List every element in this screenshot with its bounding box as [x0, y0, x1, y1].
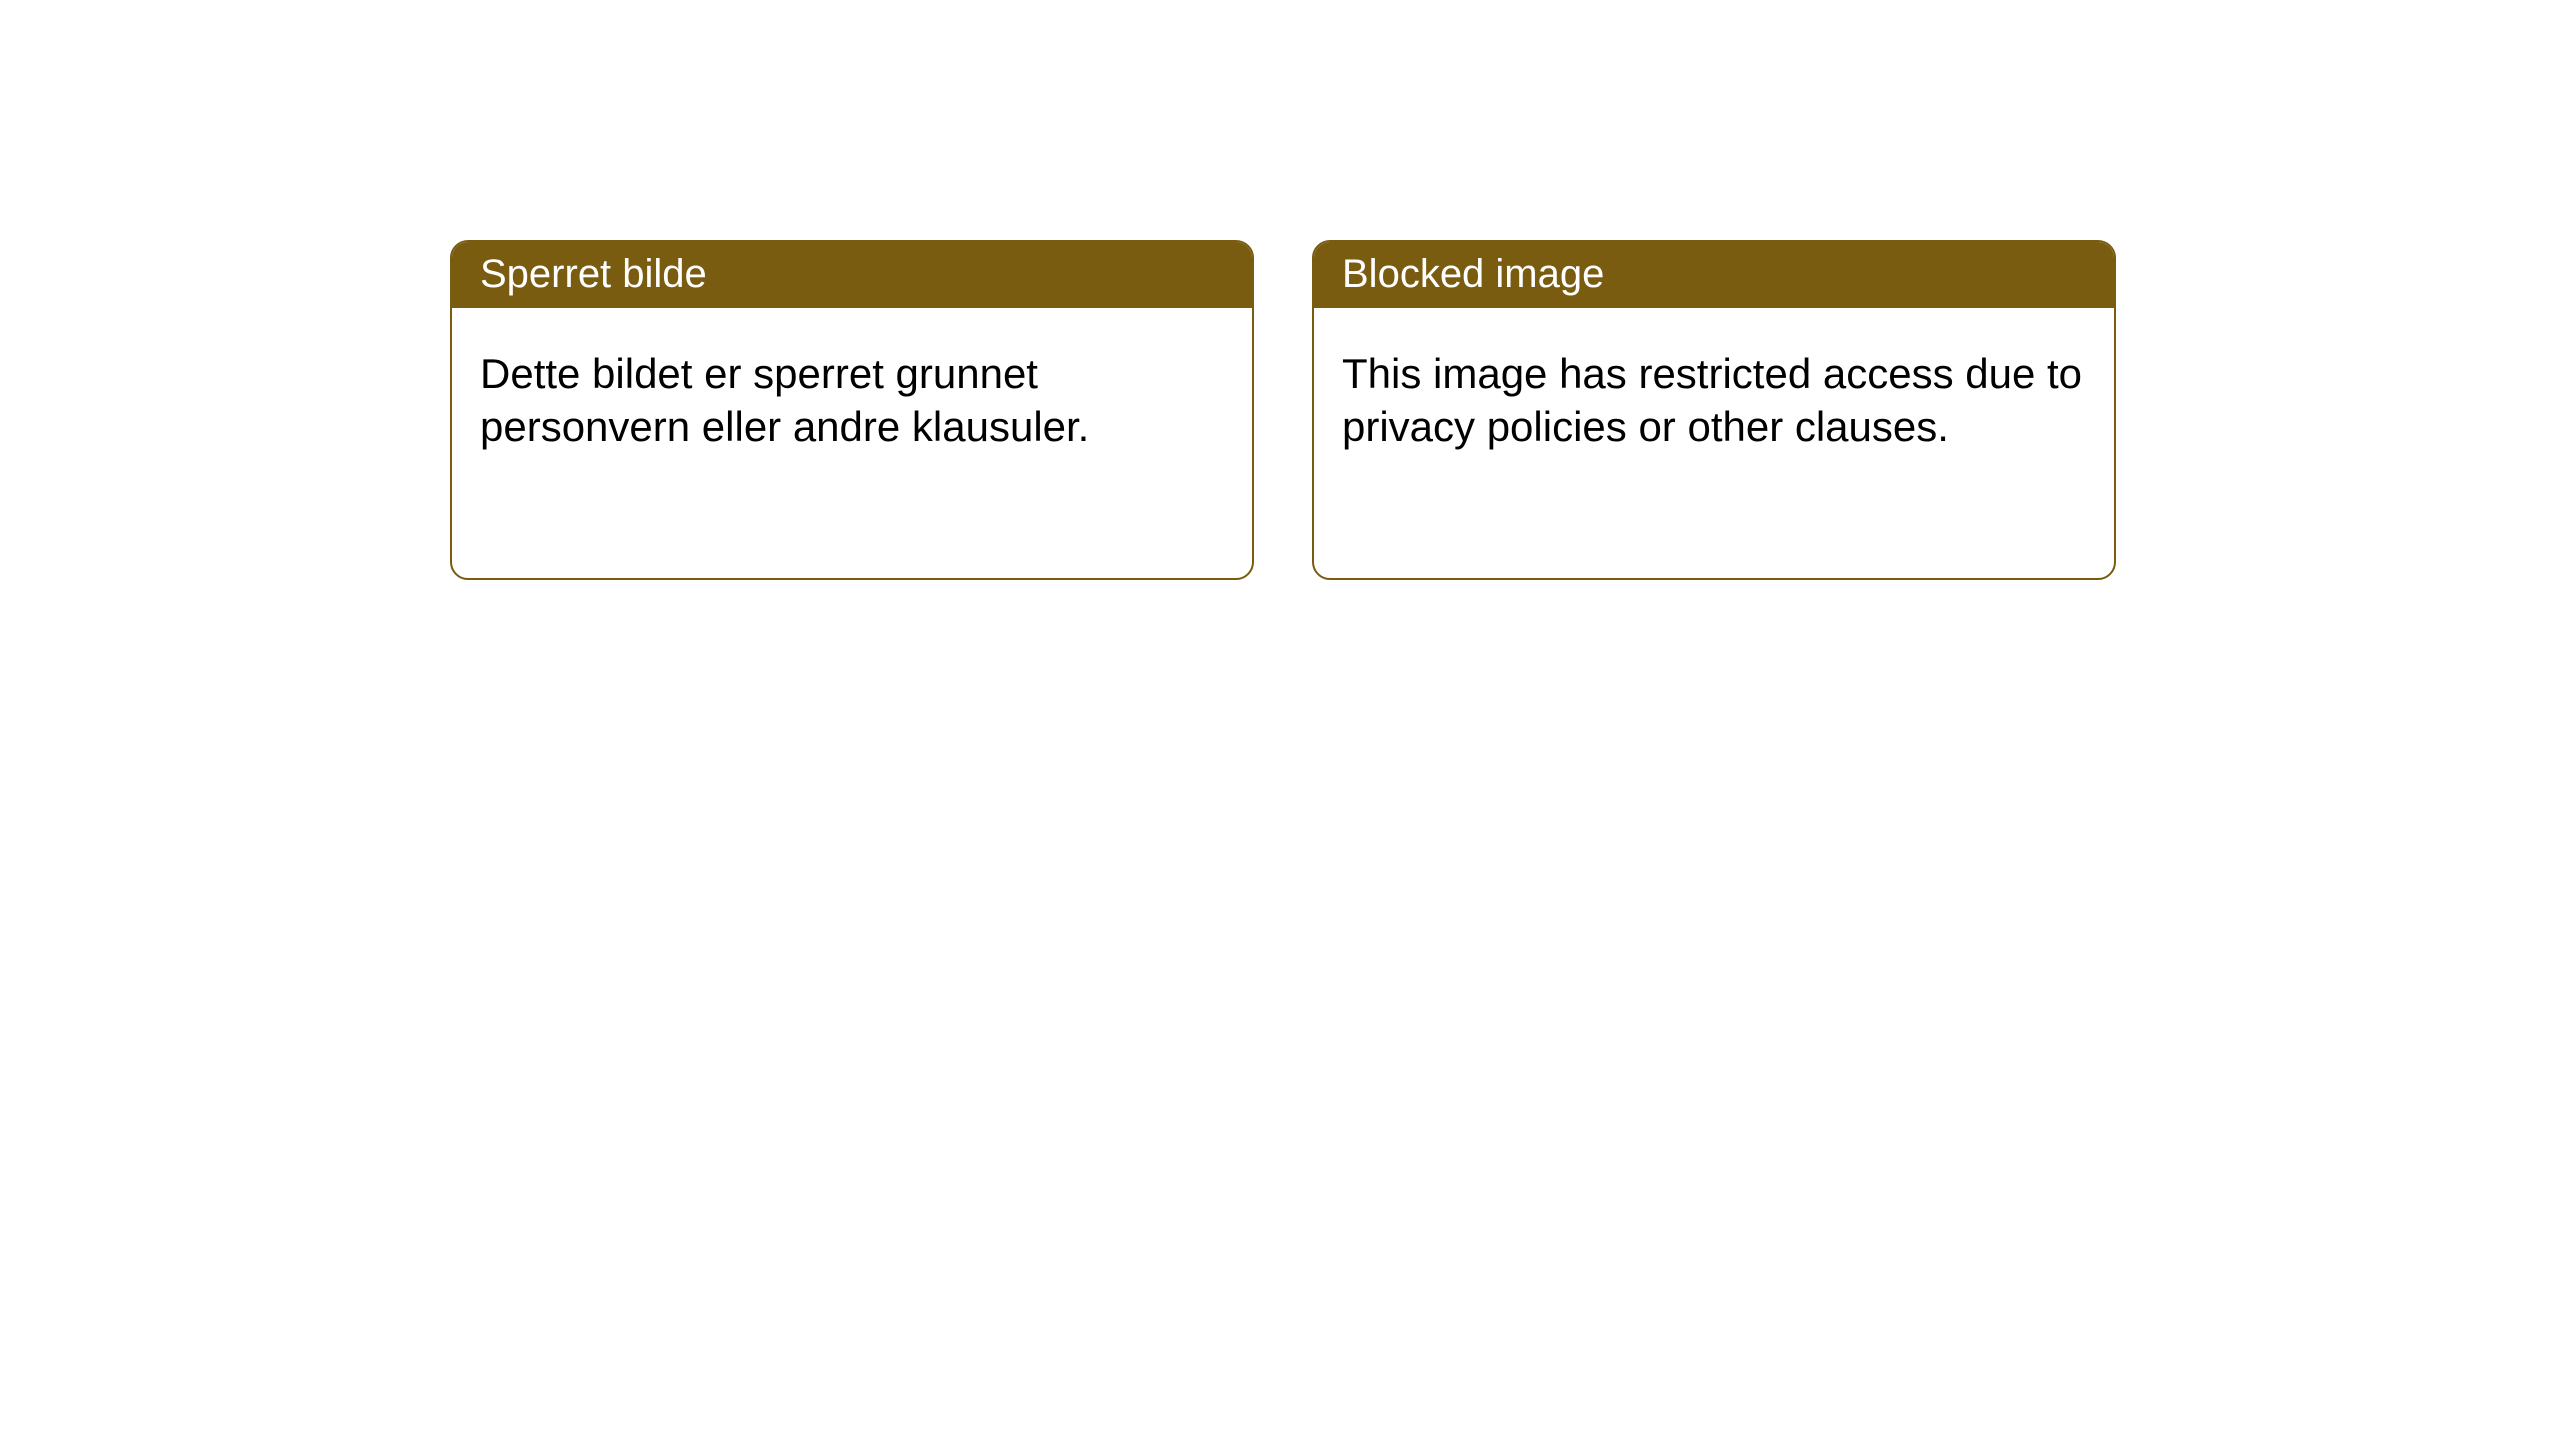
blocked-image-card-no: Sperret bilde Dette bildet er sperret gr… [450, 240, 1254, 580]
card-header-en: Blocked image [1314, 242, 2114, 308]
blocked-image-card-en: Blocked image This image has restricted … [1312, 240, 2116, 580]
card-body-no: Dette bildet er sperret grunnet personve… [452, 308, 1252, 481]
card-header-no: Sperret bilde [452, 242, 1252, 308]
blocked-image-cards: Sperret bilde Dette bildet er sperret gr… [450, 240, 2116, 580]
card-body-en: This image has restricted access due to … [1314, 308, 2114, 481]
